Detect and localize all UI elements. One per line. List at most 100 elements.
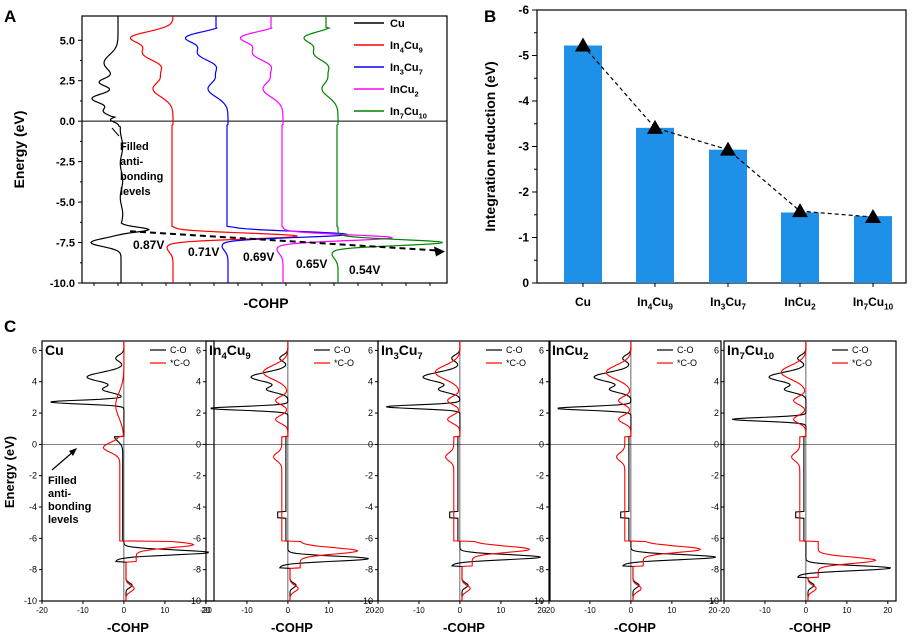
panel-c-letter: C — [4, 317, 16, 336]
panel-a-frame — [81, 15, 448, 284]
panel-c-annotation-arrowhead — [69, 448, 77, 456]
panel-c-ytick-label: 2 — [196, 408, 201, 418]
panel-a-voltage-label: 0.65V — [296, 257, 327, 271]
panel-c-legend-label: C-O — [852, 345, 869, 355]
panel-b-bar — [781, 212, 819, 283]
panel-c-ytick-label: -10 — [24, 596, 37, 606]
panel-c-annotation-pointer — [51, 450, 75, 471]
panel-c-ytick-label: -8 — [365, 565, 373, 575]
panel-c-ytick-label: -10 — [360, 596, 373, 606]
panel-a-annotation-pointer — [111, 127, 120, 137]
panel-c-annotation-text: Filled — [48, 475, 77, 487]
panel-c-ytick-label: -2 — [536, 471, 544, 481]
panel-c-subpanel-title: In4Cu9 — [209, 342, 251, 362]
panel-a-legend-label: In7Cu10 — [390, 106, 427, 120]
panel-b-marker — [792, 203, 808, 218]
panel-c-xtick-label: -20 — [372, 606, 384, 615]
panel-a-voltage-label: 0.69V — [243, 250, 274, 264]
panel-a-ytick-label: 0.0 — [60, 116, 75, 128]
panel-c-xtick-label: 10 — [324, 606, 333, 615]
panel-a-trend-arrow — [129, 230, 441, 252]
panel-c-ytick-label: -6 — [29, 533, 37, 543]
panel-c-legend-label: C-O — [506, 345, 523, 355]
panel-c-series-star-c-o — [780, 341, 877, 601]
panel-b-bar — [564, 45, 602, 283]
panel-c-annotation-text: anti- — [48, 488, 72, 500]
panel-c-series-c-o — [50, 341, 210, 601]
panel-c-xtick-label: 0 — [629, 606, 634, 615]
panel-a-ytick-label: -2.5 — [56, 157, 75, 169]
panel-c-xlabel: -COHP — [107, 620, 149, 635]
panel-c-xtick-label: 0 — [122, 606, 127, 615]
panel-b-ytick-label: -5 — [518, 49, 529, 63]
panel-a-annotation-text: Filled — [120, 141, 149, 153]
panel-c-subpanel-title: In3Cu7 — [381, 342, 423, 362]
panel-c-ylabel: Energy (eV) — [2, 436, 17, 508]
panel-c-xtick-label: -10 — [584, 606, 596, 615]
panel-c-ytick-label: -8 — [29, 565, 37, 575]
panel-c-series-c-o — [386, 341, 541, 601]
panel-c-xlabel: -COHP — [614, 620, 656, 635]
panel-c-series-star-c-o — [434, 341, 530, 601]
panel-c-ytick-label: -4 — [711, 502, 719, 512]
panel-c-xtick-label: -10 — [77, 606, 89, 615]
panel-c-xtick-label: 20 — [365, 606, 374, 615]
panel-c-xtick-label: 0 — [804, 606, 809, 615]
panel-c-ytick-label: -6 — [365, 533, 373, 543]
panel-c-ytick-label: 6 — [196, 345, 201, 355]
panel-c-subpanel-title: In7Cu10 — [727, 342, 774, 362]
panel-c-ytick-label: -2 — [365, 471, 373, 481]
panel-b-ytick-label: -3 — [518, 140, 529, 154]
panel-c-legend-label: C-O — [170, 345, 187, 355]
panel-c-xtick-label: -10 — [241, 606, 253, 615]
panel-a-voltage-label: 0.71V — [188, 245, 219, 259]
panel-c-annotation-text: levels — [48, 514, 79, 526]
panel-b-category-label: In4Cu9 — [637, 295, 673, 312]
panel-c-ytick-label: 2 — [714, 408, 719, 418]
panel-c-ytick-label: 6 — [368, 345, 373, 355]
panel-c-annotation-text: bonding — [48, 501, 91, 513]
panel-b-bar — [854, 216, 892, 283]
panel-c-series-c-o — [732, 341, 892, 601]
panel-a-series-cu — [90, 16, 151, 283]
panel-c-ytick-label: -4 — [365, 502, 373, 512]
panel-c-ytick-label: -6 — [193, 533, 201, 543]
panel-b-ytick-label: -4 — [518, 94, 529, 108]
panel-c-ytick-label: -4 — [536, 502, 544, 512]
panel-c-ytick-label: 4 — [539, 377, 544, 387]
panel-a-legend-label: InCu2 — [390, 84, 419, 98]
panel-c-xlabel: -COHP — [789, 620, 831, 635]
panel-c-frame — [723, 340, 897, 602]
panel-c-series-star-c-o — [262, 341, 359, 601]
panel-a-legend-label: In4Cu9 — [390, 40, 423, 54]
panel-c-legend-label: *C-O — [852, 358, 872, 368]
panel-c-xtick-label: -20 — [36, 606, 48, 615]
panel-a: A 5.0 2.5 0.0 -2.5 -5.0 -7.5 -10.0 Energy (eV) -C… — [4, 7, 448, 311]
panel-c-ytick-label: -6 — [536, 533, 544, 543]
panel-c-xtick-label: 0 — [458, 606, 463, 615]
panel-c-xtick-label: 20 — [201, 606, 210, 615]
panel-a-ytick-label: 2.5 — [60, 76, 75, 88]
panel-c-ytick-label: 6 — [539, 345, 544, 355]
panel-a-series-in7cu10 — [303, 16, 443, 283]
panel-c-xtick-label: -10 — [759, 606, 771, 615]
panel-c-xtick-label: 10 — [160, 606, 169, 615]
panel-c-xtick-label: 20 — [708, 606, 717, 615]
panel-c-ytick-label: 4 — [714, 377, 719, 387]
panel-c-ytick-label: 6 — [714, 345, 719, 355]
panel-c-frame — [548, 340, 722, 602]
panel-c-legend-label: *C-O — [170, 358, 190, 368]
panel-c-ytick-label: 4 — [32, 377, 37, 387]
panel-c-xtick-label: 10 — [667, 606, 676, 615]
panel-a-xlabel: -COHP — [243, 295, 288, 311]
panel-c-series-star-c-o — [605, 341, 701, 601]
panel-c-xtick-label: 20 — [883, 606, 892, 615]
panel-b-ytick-label: -6 — [518, 3, 529, 17]
panel-c-ytick-label: -10 — [706, 596, 719, 606]
panel-c-ytick-label: 0 — [32, 439, 37, 449]
panel-b-category-label: In3Cu7 — [710, 295, 746, 312]
